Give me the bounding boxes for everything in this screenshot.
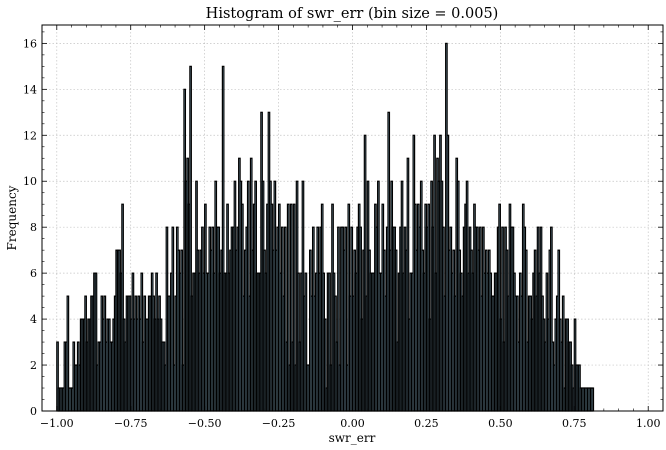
y-tick-label: 12 [23, 129, 37, 142]
y-tick-label: 6 [30, 267, 37, 280]
axis-ticks [42, 25, 663, 412]
x-tick-label: 0.50 [488, 417, 513, 430]
x-tick-label: 0.25 [414, 417, 439, 430]
chart-title: Histogram of swr_err (bin size = 0.005) [206, 6, 499, 22]
y-tick-label: 4 [30, 313, 37, 326]
x-tick-label: −1.00 [40, 417, 74, 430]
x-axis-title: swr_err [329, 431, 376, 445]
x-tick-label: −0.75 [114, 417, 148, 430]
x-tick-label: −0.50 [188, 417, 222, 430]
x-tick-labels: −1.00 −0.75 −0.50 −0.25 0.00 0.25 0.50 0.75 1.00 [40, 417, 661, 430]
y-tick-label: 14 [23, 83, 37, 96]
y-tick-label: 0 [30, 405, 37, 418]
y-tick-label: 2 [30, 359, 37, 372]
y-tick-label: 10 [23, 175, 37, 188]
y-tick-labels: 0 2 4 6 8 10 12 14 16 [23, 37, 37, 418]
x-tick-label: 1.00 [636, 417, 661, 430]
y-axis-title: Frequency [5, 185, 19, 250]
x-tick-label: 0.75 [562, 417, 587, 430]
histogram-bar [591, 387, 595, 412]
x-tick-label: −0.25 [262, 417, 296, 430]
y-tick-label: 8 [30, 221, 37, 234]
x-tick-label: 0.00 [340, 417, 365, 430]
y-tick-label: 16 [23, 37, 37, 50]
